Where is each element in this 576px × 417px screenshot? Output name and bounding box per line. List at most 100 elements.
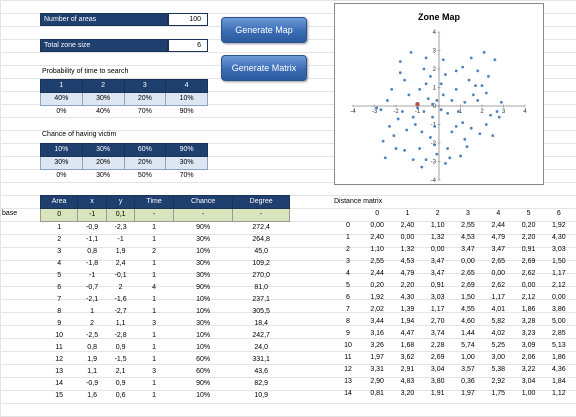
areas-cell[interactable]: 1 bbox=[152, 272, 157, 279]
areas-cell[interactable]: 90% bbox=[196, 224, 211, 231]
chance-cell[interactable]: 60% bbox=[123, 143, 167, 157]
areas-cell[interactable]: -2,5 bbox=[86, 332, 99, 339]
dm-cell[interactable]: 4,01 bbox=[491, 306, 506, 313]
areas-cell[interactable]: 90% bbox=[196, 284, 211, 291]
dm-cell[interactable]: 1,97 bbox=[370, 354, 384, 361]
dm-cell[interactable]: 0,81 bbox=[370, 390, 384, 397]
dm-cell[interactable]: 3,20 bbox=[400, 390, 415, 397]
areas-cell[interactable]: 1,9 bbox=[115, 248, 126, 255]
dm-cell[interactable]: 0,00 bbox=[521, 282, 536, 289]
dm-cell[interactable]: 2,44 bbox=[491, 222, 506, 229]
areas-cell[interactable]: -1 bbox=[88, 272, 96, 279]
dm-cell[interactable]: 2,40 bbox=[370, 234, 384, 241]
areas-cell[interactable]: 60% bbox=[196, 368, 211, 375]
dm-cell[interactable]: 3,16 bbox=[370, 330, 384, 337]
dm-cell[interactable]: 5,82 bbox=[491, 318, 506, 325]
dm-cell[interactable]: 3,31 bbox=[370, 366, 384, 373]
areas-cell[interactable]: 12 bbox=[55, 356, 64, 363]
dm-cell[interactable]: 4,55 bbox=[461, 306, 475, 313]
areas-cell[interactable]: 2,4 bbox=[115, 260, 126, 267]
dm-cell[interactable]: 3,03 bbox=[552, 246, 566, 253]
dm-cell[interactable]: 2,70 bbox=[430, 318, 445, 325]
areas-cell[interactable]: 30% bbox=[196, 320, 211, 327]
dm-cell[interactable]: 4,47 bbox=[400, 330, 415, 337]
areas-cell[interactable]: 1 bbox=[152, 236, 157, 243]
areas-cell[interactable]: -0,1 bbox=[114, 272, 127, 279]
areas-cell[interactable]: 10% bbox=[196, 344, 211, 351]
areas-cell[interactable]: -1,5 bbox=[114, 356, 127, 363]
areas-cell[interactable]: 1,1 bbox=[115, 320, 126, 327]
dm-cell[interactable]: 0,00 bbox=[370, 222, 384, 229]
dm-cell[interactable]: 1,00 bbox=[461, 354, 475, 361]
generate-matrix-button[interactable]: Generate Matrix bbox=[221, 55, 307, 81]
areas-cell[interactable]: -2,8 bbox=[114, 332, 127, 339]
dm-cell[interactable]: 5,13 bbox=[552, 342, 566, 349]
chance-cell[interactable]: 90% bbox=[165, 143, 208, 157]
areas-cell[interactable]: 90% bbox=[196, 380, 211, 387]
dm-cell[interactable]: 1,75 bbox=[491, 390, 506, 397]
areas-cell[interactable]: 1,1 bbox=[87, 368, 97, 375]
dm-cell[interactable]: 1,12 bbox=[552, 390, 566, 397]
areas-cell[interactable]: 331,1 bbox=[252, 356, 270, 363]
dm-cell[interactable]: 3,03 bbox=[430, 294, 445, 301]
areas-cell[interactable]: 10% bbox=[196, 308, 211, 315]
areas-cell[interactable]: 9 bbox=[57, 320, 62, 327]
areas-cell[interactable]: 3 bbox=[57, 248, 62, 255]
areas-cell[interactable]: 11 bbox=[55, 344, 63, 351]
areas-cell[interactable]: 30% bbox=[196, 272, 211, 279]
dm-cell[interactable]: 1,39 bbox=[400, 306, 415, 313]
chance-cell[interactable]: 30% bbox=[165, 156, 208, 170]
chance-cell[interactable]: 10% bbox=[40, 143, 83, 157]
dm-cell[interactable]: 2,40 bbox=[400, 222, 415, 229]
dm-cell[interactable]: 1,10 bbox=[430, 222, 445, 229]
areas-cell[interactable]: 10% bbox=[196, 296, 211, 303]
dm-cell[interactable]: 3,28 bbox=[521, 318, 536, 325]
areas-cell[interactable]: 1 bbox=[152, 380, 157, 387]
dm-cell[interactable]: 3,04 bbox=[521, 378, 536, 385]
dm-cell[interactable]: 3,62 bbox=[400, 354, 415, 361]
areas-cell[interactable]: 45,0 bbox=[254, 248, 268, 255]
areas-cell[interactable]: 14 bbox=[55, 380, 64, 387]
dm-cell[interactable]: 5,00 bbox=[552, 318, 566, 325]
areas-cell[interactable]: 0,8 bbox=[87, 344, 97, 351]
areas-cell[interactable]: 10 bbox=[55, 332, 64, 339]
areas-cell[interactable]: -0,7 bbox=[86, 284, 99, 291]
dm-cell[interactable]: 3,09 bbox=[521, 342, 536, 349]
areas-cell[interactable]: 60% bbox=[196, 356, 211, 363]
dm-cell[interactable]: 2,20 bbox=[521, 234, 536, 241]
dm-cell[interactable]: 1,94 bbox=[400, 318, 415, 325]
areas-cell[interactable]: 81,0 bbox=[254, 284, 268, 291]
dm-cell[interactable]: 5,25 bbox=[491, 342, 506, 349]
chance-cell[interactable]: 20% bbox=[123, 156, 167, 170]
dm-cell[interactable]: 1,50 bbox=[461, 294, 475, 301]
areas-cell[interactable]: 305,5 bbox=[252, 308, 270, 315]
areas-cell[interactable]: 10% bbox=[196, 248, 211, 255]
dm-cell[interactable]: 3,00 bbox=[491, 354, 506, 361]
dm-cell[interactable]: 3,44 bbox=[370, 318, 384, 325]
dm-cell[interactable]: 0,00 bbox=[461, 258, 475, 265]
chance-cell[interactable]: 20% bbox=[81, 156, 125, 170]
prob-cell[interactable]: 10% bbox=[165, 92, 208, 106]
areas-cell[interactable]: 1 bbox=[152, 332, 157, 339]
dm-cell[interactable]: 4,02 bbox=[491, 330, 506, 337]
areas-cell[interactable]: 4 bbox=[152, 284, 157, 291]
areas-cell[interactable]: 10% bbox=[196, 332, 211, 339]
dm-cell[interactable]: 1,97 bbox=[461, 390, 475, 397]
dm-cell[interactable]: 1,86 bbox=[552, 354, 566, 361]
areas-cell[interactable]: -2,3 bbox=[114, 224, 127, 231]
areas-cell[interactable]: 30% bbox=[196, 260, 211, 267]
areas-cell[interactable]: 264,8 bbox=[252, 236, 270, 243]
dm-cell[interactable]: 1,68 bbox=[400, 342, 415, 349]
dm-cell[interactable]: 5,74 bbox=[461, 342, 475, 349]
areas-cell[interactable]: -0,9 bbox=[86, 224, 99, 231]
dm-cell[interactable]: 1,10 bbox=[370, 246, 384, 253]
dm-cell[interactable]: 2,55 bbox=[370, 258, 384, 265]
dm-cell[interactable]: 0,00 bbox=[400, 234, 415, 241]
dm-cell[interactable]: 3,47 bbox=[430, 258, 445, 265]
areas-cell[interactable]: 1,9 bbox=[87, 356, 97, 363]
dm-cell[interactable]: 3,26 bbox=[370, 342, 384, 349]
areas-cell[interactable]: 18,4 bbox=[254, 320, 268, 327]
dm-cell[interactable]: 3,47 bbox=[491, 246, 506, 253]
dm-cell[interactable]: 5,38 bbox=[491, 366, 506, 373]
areas-cell[interactable]: 13 bbox=[55, 368, 64, 375]
